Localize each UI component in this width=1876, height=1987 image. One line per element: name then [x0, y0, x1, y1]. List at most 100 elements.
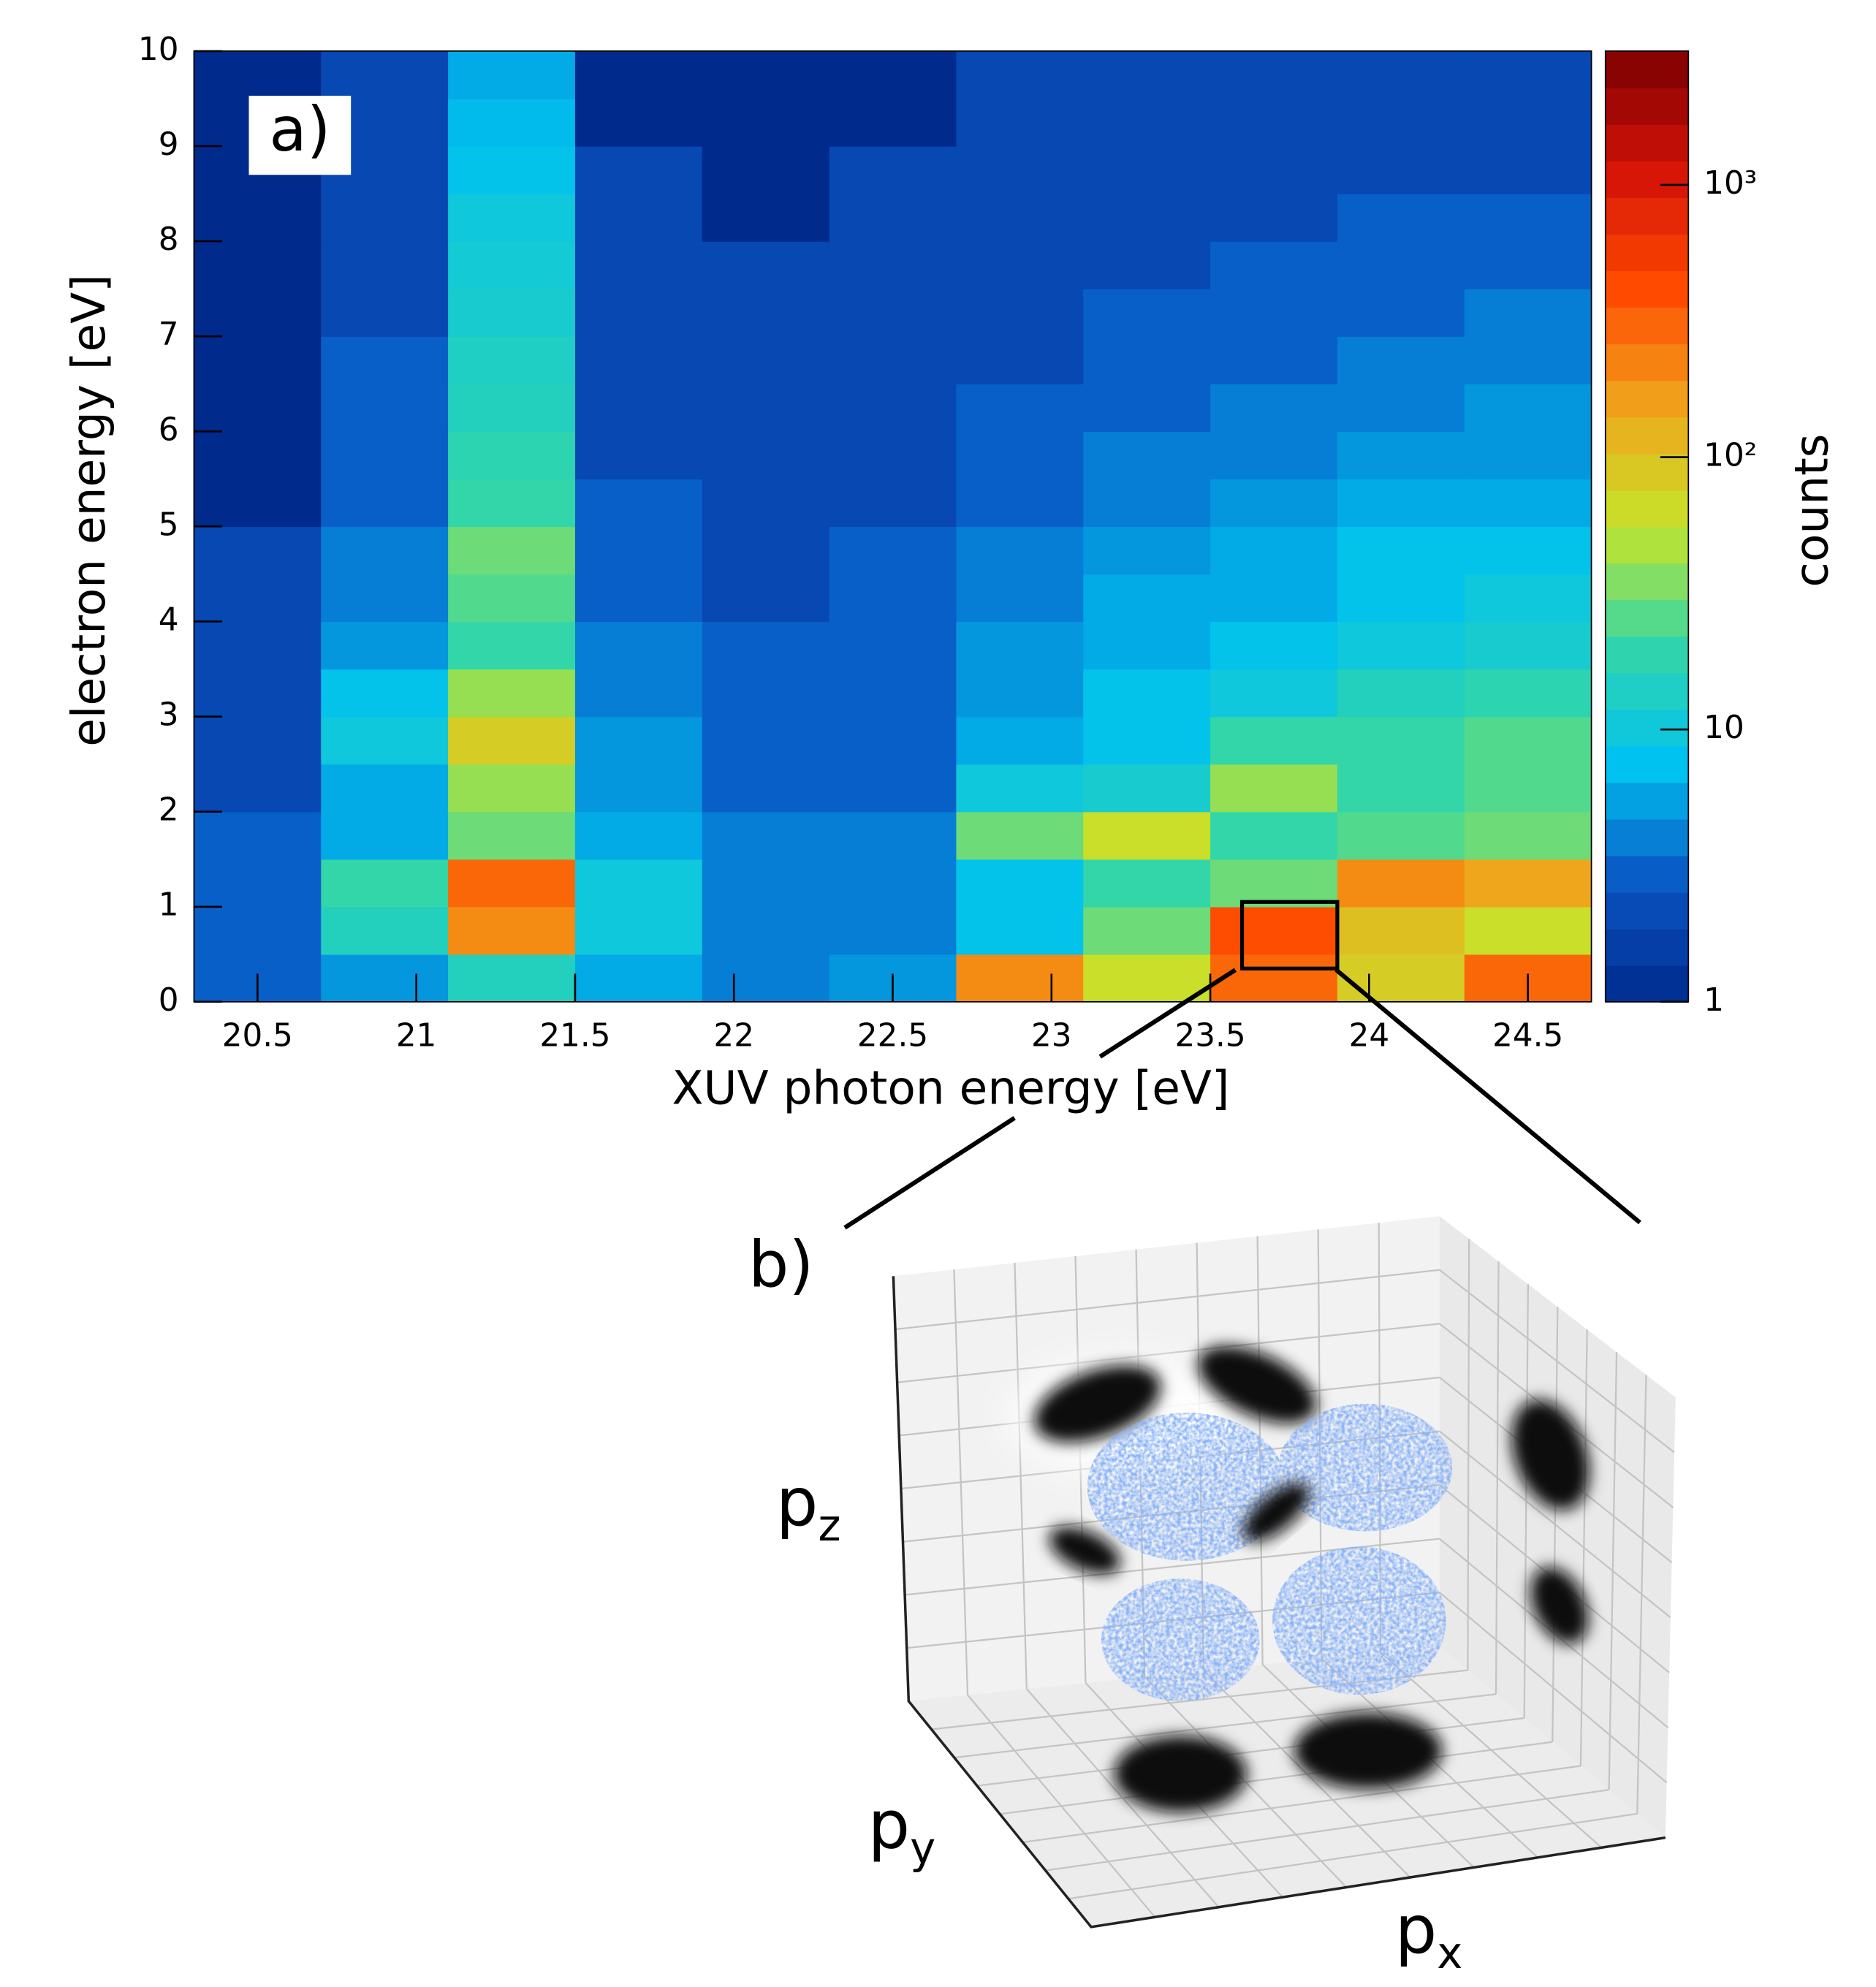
zoom-line: [1098, 968, 1237, 1059]
y-tick-label: 7: [159, 316, 179, 353]
heat-cell: [702, 431, 830, 480]
heat-cell: [194, 811, 322, 860]
grid-3d-line: [1439, 1430, 1671, 1619]
colorbar-title: counts: [1785, 433, 1839, 587]
colorbar-step: [1605, 745, 1689, 783]
y-tick-label: 6: [159, 411, 179, 448]
heat-cell: [1337, 716, 1465, 765]
heat-cell: [829, 289, 957, 337]
heat-cell: [829, 479, 957, 528]
heat-cell: [1210, 906, 1338, 955]
floor: [908, 1646, 1666, 1927]
y-tick-label: 1: [159, 886, 179, 924]
heat-cell: [194, 289, 322, 337]
heat-cell: [194, 431, 322, 480]
heat-cell: [829, 431, 957, 480]
colorbar-step: [1605, 526, 1689, 564]
grid-3d-line: [1022, 1765, 1581, 1844]
heat-cell: [574, 431, 703, 480]
heat-cell: [321, 336, 449, 384]
heat-cell: [448, 289, 576, 337]
heat-cell: [1464, 859, 1592, 908]
heat-cell: [1210, 50, 1338, 99]
heat-cell: [194, 479, 322, 528]
heat-cell: [574, 859, 703, 908]
heat-cell: [702, 145, 830, 194]
heat-cell: [1464, 716, 1592, 765]
colorbar-step: [1605, 965, 1689, 1003]
axis-label-base: p: [776, 1464, 819, 1541]
axis-label-base: p: [1395, 1892, 1438, 1969]
heat-cell: [1083, 764, 1211, 813]
heat-cell: [1083, 289, 1211, 337]
colorbar-tick-label: 10³: [1704, 164, 1757, 202]
heat-cell: [1464, 50, 1592, 99]
projection-blob: [1197, 1345, 1317, 1424]
colorbar-step: [1605, 124, 1689, 162]
projection-blob: [1294, 1712, 1443, 1790]
heat-cell: [574, 50, 703, 99]
heat-cell: [1337, 479, 1465, 528]
heat-cell: [956, 241, 1084, 289]
projection-blob: [1511, 1399, 1590, 1511]
heat-cell: [956, 859, 1084, 908]
x-tick-label: 23: [1031, 1017, 1072, 1055]
heat-cell: [448, 764, 576, 813]
colorbar-tick-label: 1: [1704, 981, 1724, 1019]
heat-cell: [1464, 479, 1592, 528]
heat-cell: [702, 906, 830, 955]
y-tick-label: 2: [159, 791, 179, 829]
heat-cell: [574, 241, 703, 289]
colorbar-step: [1605, 50, 1689, 88]
heat-cell: [956, 289, 1084, 337]
heat-cell: [1337, 289, 1465, 337]
axis-label-sub: x: [1437, 1929, 1462, 1979]
heat-cell: [1464, 194, 1592, 242]
heat-cell: [1337, 859, 1465, 908]
y-tick-label: 9: [159, 126, 179, 163]
heat-cell: [956, 574, 1084, 623]
heat-cell: [321, 526, 449, 575]
heat-cell: [1337, 811, 1465, 860]
colorbar-step: [1605, 563, 1689, 601]
zoom-line: [1334, 968, 1641, 1225]
colorbar-step: [1605, 672, 1689, 710]
heat-cell: [194, 241, 322, 289]
label-box: [248, 96, 352, 175]
colorbar-step: [1605, 417, 1689, 455]
heat-cell: [829, 194, 957, 242]
heat-cell: [1210, 954, 1338, 1003]
heat-cell: [448, 431, 576, 480]
heat-cell: [956, 336, 1084, 384]
heat-cell: [702, 336, 830, 384]
heat-cell: [956, 526, 1084, 575]
heat-cell: [829, 906, 957, 955]
zoom-line: [843, 1116, 1016, 1230]
heat-cell: [448, 621, 576, 670]
heat-cell: [1464, 526, 1592, 575]
heat-cell: [1464, 574, 1592, 623]
heat-cell: [1210, 479, 1338, 528]
heat-cell: [448, 241, 576, 289]
projection-blob: [1114, 1735, 1247, 1812]
heat-cell: [1083, 336, 1211, 384]
colorbar-step: [1605, 87, 1689, 125]
heat-cell: [702, 859, 830, 908]
heat-cell: [1210, 289, 1338, 337]
grid-3d-line: [1439, 1592, 1668, 1784]
heat-cell: [321, 906, 449, 955]
colorbar-frame: [1604, 50, 1690, 1003]
heat-cell: [448, 906, 576, 955]
projection-blob: [1049, 1527, 1121, 1575]
y-tick-label: 3: [159, 696, 179, 734]
heat-cell: [1210, 336, 1338, 384]
x-axis-title: XUV photon energy [eV]: [672, 1062, 1230, 1115]
heat-cell: [956, 716, 1084, 765]
heat-cell: [829, 145, 957, 194]
heat-cell: [1210, 716, 1338, 765]
heat-cell: [1464, 764, 1592, 813]
heat-cell: [194, 621, 322, 670]
heat-cell: [829, 98, 957, 147]
x-tick-label: 20.5: [222, 1017, 293, 1055]
